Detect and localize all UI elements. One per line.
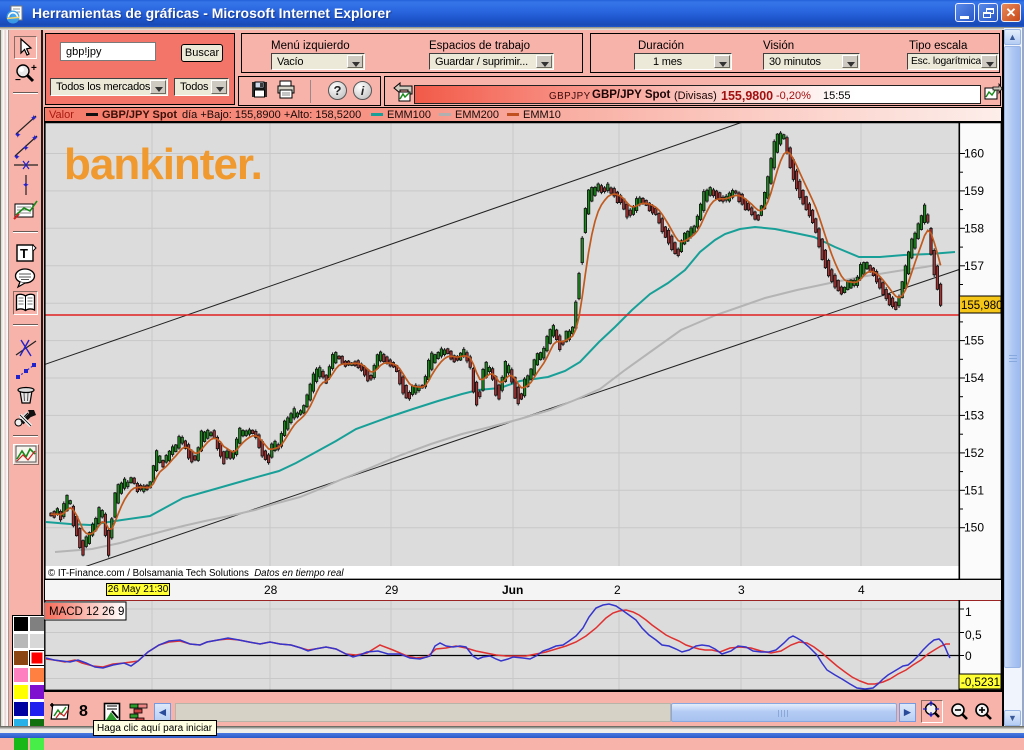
svg-text:155: 155: [964, 334, 984, 348]
svg-text:✦: ✦: [22, 180, 30, 190]
svg-text:159: 159: [964, 184, 984, 198]
svg-text:160: 160: [964, 147, 984, 161]
svg-text:✦: ✦: [13, 152, 21, 159]
svg-text:✦: ✦: [31, 133, 39, 143]
svg-text:✦: ✦: [22, 143, 30, 153]
svg-text:+: +: [31, 63, 37, 74]
svg-text:155,980: 155,980: [961, 300, 1002, 312]
svg-text:✦: ✦: [30, 113, 38, 123]
svg-text:T: T: [20, 246, 28, 261]
svg-text:0: 0: [965, 649, 972, 663]
svg-text:158: 158: [964, 221, 984, 235]
svg-text:MACD 12 26 9: MACD 12 26 9: [49, 606, 124, 618]
svg-text:153: 153: [964, 408, 984, 422]
svg-text:154: 154: [964, 371, 984, 385]
svg-text:−: −: [15, 75, 21, 86]
svg-text:0,5: 0,5: [965, 628, 982, 642]
svg-text:157: 157: [964, 259, 984, 273]
svg-text:bankinter.: bankinter.: [64, 140, 262, 189]
svg-text:151: 151: [964, 483, 984, 497]
svg-text:-0,5231: -0,5231: [961, 677, 1000, 689]
svg-text:1: 1: [965, 605, 972, 619]
svg-text:✦: ✦: [14, 130, 22, 138]
svg-text:150: 150: [964, 521, 984, 535]
svg-text:© IT-Finance.com / Bolsamania: © IT-Finance.com / Bolsamania Tech Solut…: [48, 568, 344, 579]
svg-text:152: 152: [964, 446, 984, 460]
